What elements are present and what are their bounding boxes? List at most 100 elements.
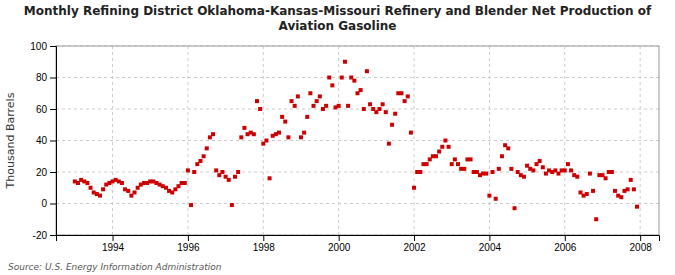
grid-line-y	[56, 77, 659, 78]
point	[491, 170, 495, 174]
point	[299, 135, 303, 139]
point	[377, 107, 381, 111]
y-axis: -20020406080100	[30, 41, 56, 241]
grid	[56, 46, 659, 235]
point	[447, 145, 451, 149]
grid-line-y	[56, 203, 659, 204]
x-tick-label: 2004	[479, 242, 502, 253]
point	[522, 175, 526, 179]
point	[626, 187, 630, 191]
point	[290, 99, 294, 103]
point	[214, 168, 218, 172]
title-line: Monthly Refining District Oklahoma-Kansa…	[24, 4, 652, 18]
point	[635, 205, 639, 209]
title-line: Aviation Gasoline	[279, 19, 397, 33]
point	[412, 186, 416, 190]
point	[434, 154, 438, 158]
y-tick-label: 0	[41, 198, 47, 209]
y-tick-mark	[50, 78, 56, 79]
point	[268, 176, 272, 180]
point	[343, 60, 347, 64]
y-tick-label: -20	[33, 230, 48, 241]
point	[591, 189, 595, 193]
y-tick-label: 20	[36, 167, 48, 178]
x-tick: 2000	[328, 235, 351, 253]
y-axis-line	[50, 47, 57, 236]
point	[456, 162, 460, 166]
x-tick-mark	[414, 235, 415, 241]
y-tick-mark	[50, 109, 56, 110]
y-tick: 80	[36, 72, 56, 83]
point	[315, 99, 319, 103]
point	[418, 170, 422, 174]
x-tick: 2002	[403, 235, 426, 253]
grid-line-x	[414, 46, 415, 235]
x-tick: 1994	[102, 235, 125, 253]
point	[352, 79, 356, 83]
point	[186, 168, 190, 172]
x-tick: 1998	[253, 235, 276, 253]
point	[484, 172, 488, 176]
x-tick-mark	[640, 235, 641, 241]
point	[202, 154, 206, 158]
point	[189, 203, 193, 207]
point	[192, 170, 196, 174]
point	[575, 175, 579, 179]
point	[613, 189, 617, 193]
y-tick: 40	[36, 135, 56, 146]
point	[425, 162, 429, 166]
x-axis-line	[57, 236, 660, 242]
x-tick-label: 2002	[403, 242, 426, 253]
point	[318, 94, 322, 98]
y-tick: 0	[41, 198, 56, 209]
point	[566, 162, 570, 166]
plot: 19941996199820002002200420062008-2002040…	[30, 41, 659, 253]
point	[513, 206, 517, 210]
point	[296, 94, 300, 98]
point	[604, 176, 608, 180]
point	[469, 157, 473, 161]
grid-line-y	[56, 109, 659, 110]
points	[73, 60, 639, 222]
plot-frame	[56, 46, 659, 235]
point	[305, 115, 309, 119]
point	[205, 146, 209, 150]
point	[98, 194, 102, 198]
point	[198, 159, 202, 163]
point	[85, 181, 89, 185]
point	[462, 167, 466, 171]
point	[399, 91, 403, 95]
point	[258, 107, 262, 111]
point	[312, 104, 316, 108]
point	[497, 167, 501, 171]
point	[406, 94, 410, 98]
x-axis: 19941996199820002002200420062008	[57, 235, 660, 253]
point	[610, 170, 614, 174]
point	[126, 189, 130, 193]
x-tick-mark	[263, 235, 264, 241]
point	[588, 172, 592, 176]
point	[183, 181, 187, 185]
point	[337, 104, 341, 108]
point	[359, 88, 363, 92]
y-axis-label: Thousand Barrels	[4, 92, 17, 189]
point	[89, 186, 93, 190]
point	[409, 131, 413, 135]
point	[368, 102, 372, 106]
point	[585, 192, 589, 196]
y-tick-mark	[50, 204, 56, 205]
point	[277, 131, 281, 135]
y-tick-mark	[50, 141, 56, 142]
point	[453, 157, 457, 161]
point	[531, 168, 535, 172]
x-tick-label: 1996	[177, 242, 200, 253]
x-tick: 2008	[630, 235, 653, 253]
y-tick-label: 80	[36, 72, 48, 83]
y-tick-mark	[50, 235, 56, 236]
y-tick-mark	[50, 172, 56, 173]
point	[236, 170, 240, 174]
point	[443, 139, 447, 143]
chart: Monthly Refining District Oklahoma-Kansa…	[0, 0, 675, 275]
point	[387, 142, 391, 146]
y-tick: 100	[30, 41, 56, 52]
